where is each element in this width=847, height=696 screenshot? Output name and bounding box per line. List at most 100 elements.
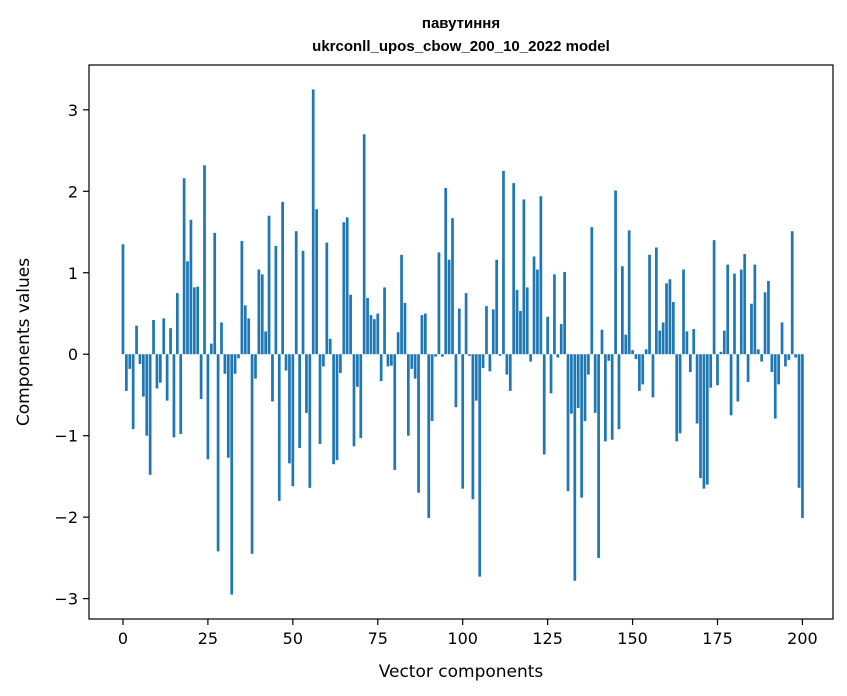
bar-83 <box>403 302 407 355</box>
bar-37 <box>247 318 251 355</box>
bar-170 <box>699 354 702 479</box>
bar-147 <box>621 266 624 355</box>
bar-46 <box>277 354 281 501</box>
bar-12 <box>162 318 166 355</box>
bar-176 <box>719 351 723 355</box>
bar-178 <box>726 264 730 355</box>
bar-151 <box>634 354 638 360</box>
bar-134 <box>576 354 580 408</box>
bar-96 <box>447 259 451 355</box>
bar-112 <box>502 170 505 355</box>
bar-91 <box>430 354 434 422</box>
bar-64 <box>339 354 342 373</box>
bar-70 <box>359 354 363 439</box>
bar-172 <box>705 354 709 485</box>
x-tick-label: 125 <box>532 629 563 648</box>
bar-136 <box>583 354 587 422</box>
bar-75 <box>376 313 380 355</box>
bar-127 <box>553 274 556 355</box>
bar-165 <box>682 269 685 355</box>
bar-158 <box>658 330 662 355</box>
bar-122 <box>536 269 539 355</box>
bar-4 <box>135 325 138 355</box>
bar-174 <box>712 240 716 355</box>
bar-51 <box>294 231 298 355</box>
bar-163 <box>675 354 679 442</box>
bar-32 <box>230 354 234 595</box>
bar-50 <box>291 354 295 487</box>
bar-198 <box>794 354 797 358</box>
bar-13 <box>165 354 169 401</box>
x-tick-label: 0 <box>118 629 128 648</box>
x-tick-label: 150 <box>617 629 648 648</box>
bar-87 <box>417 354 420 493</box>
bar-49 <box>288 354 291 464</box>
bar-18 <box>182 178 186 355</box>
bar-108 <box>488 354 492 372</box>
bar-119 <box>525 287 529 355</box>
bar-44 <box>271 354 274 402</box>
bar-194 <box>780 322 784 355</box>
bar-196 <box>787 354 791 360</box>
bar-17 <box>179 354 183 435</box>
bar-21 <box>192 287 196 355</box>
bar-28 <box>216 354 220 552</box>
bar-109 <box>491 309 495 355</box>
y-axis-label: Components values <box>14 258 34 426</box>
bar-183 <box>743 254 747 355</box>
bar-74 <box>373 319 376 355</box>
bar-36 <box>243 305 247 355</box>
bar-168 <box>692 328 696 355</box>
bar-132 <box>570 354 573 414</box>
bars-group <box>121 89 804 595</box>
bar-29 <box>220 322 223 355</box>
bar-111 <box>498 354 502 356</box>
bar-100 <box>461 354 465 489</box>
bar-8 <box>148 354 152 475</box>
bar-192 <box>773 354 777 419</box>
bar-115 <box>512 183 516 355</box>
bar-148 <box>624 334 628 355</box>
bar-20 <box>189 219 193 355</box>
y-tick-label: −3 <box>54 590 78 609</box>
plot-frame <box>88 64 834 620</box>
bar-126 <box>549 354 553 394</box>
bar-149 <box>627 230 631 355</box>
bar-153 <box>641 354 645 385</box>
bar-156 <box>651 354 655 398</box>
bar-104 <box>474 354 478 401</box>
bar-2 <box>128 354 132 369</box>
bar-164 <box>678 354 682 434</box>
bar-67 <box>349 294 352 355</box>
bar-99 <box>457 308 461 355</box>
bar-130 <box>563 271 566 355</box>
bar-6 <box>142 354 145 397</box>
bar-114 <box>508 354 512 391</box>
bar-135 <box>580 354 583 498</box>
bar-25 <box>206 354 210 460</box>
bar-191 <box>770 354 774 373</box>
bar-124 <box>542 354 546 455</box>
bar-167 <box>688 354 692 373</box>
bar-15 <box>172 354 176 438</box>
bar-69 <box>356 354 359 387</box>
bar-85 <box>410 354 414 369</box>
x-axis-label: Vector components <box>379 662 544 682</box>
bar-16 <box>175 293 179 355</box>
bar-159 <box>661 322 665 355</box>
bar-94 <box>440 354 444 357</box>
x-tick-label: 50 <box>283 629 303 648</box>
bar-9 <box>152 320 155 355</box>
bar-45 <box>274 245 278 355</box>
bar-120 <box>529 354 532 362</box>
bar-106 <box>481 354 485 369</box>
bar-48 <box>284 354 288 371</box>
bar-73 <box>369 315 373 355</box>
bar-144 <box>610 354 614 440</box>
bar-175 <box>716 354 719 386</box>
bar-137 <box>587 354 590 375</box>
bar-39 <box>254 354 257 379</box>
bar-54 <box>305 354 308 413</box>
bar-103 <box>471 354 475 500</box>
bar-33 <box>233 354 237 374</box>
